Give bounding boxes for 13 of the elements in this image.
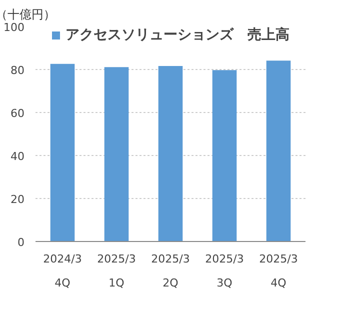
y-tick-label: 100 [4, 21, 25, 34]
y-tick-label: 80 [10, 64, 25, 77]
y-tick-label: 40 [10, 150, 25, 163]
category-label: 2024/3 4Q [43, 252, 82, 290]
category-label: 2025/3 1Q [97, 252, 136, 290]
category-label: 2025/3 3Q [205, 252, 244, 290]
legend-label: アクセスソリューションズ 売上高 [66, 26, 290, 44]
category-label: 2025/3 2Q [151, 252, 190, 290]
y-tick-label: 20 [10, 193, 25, 206]
category-label: 2025/3 4Q [259, 252, 298, 290]
y-tick-label: 0 [18, 236, 24, 249]
y-tick-label: 60 [10, 107, 25, 120]
y-axis-title: （十億円） [0, 8, 56, 22]
